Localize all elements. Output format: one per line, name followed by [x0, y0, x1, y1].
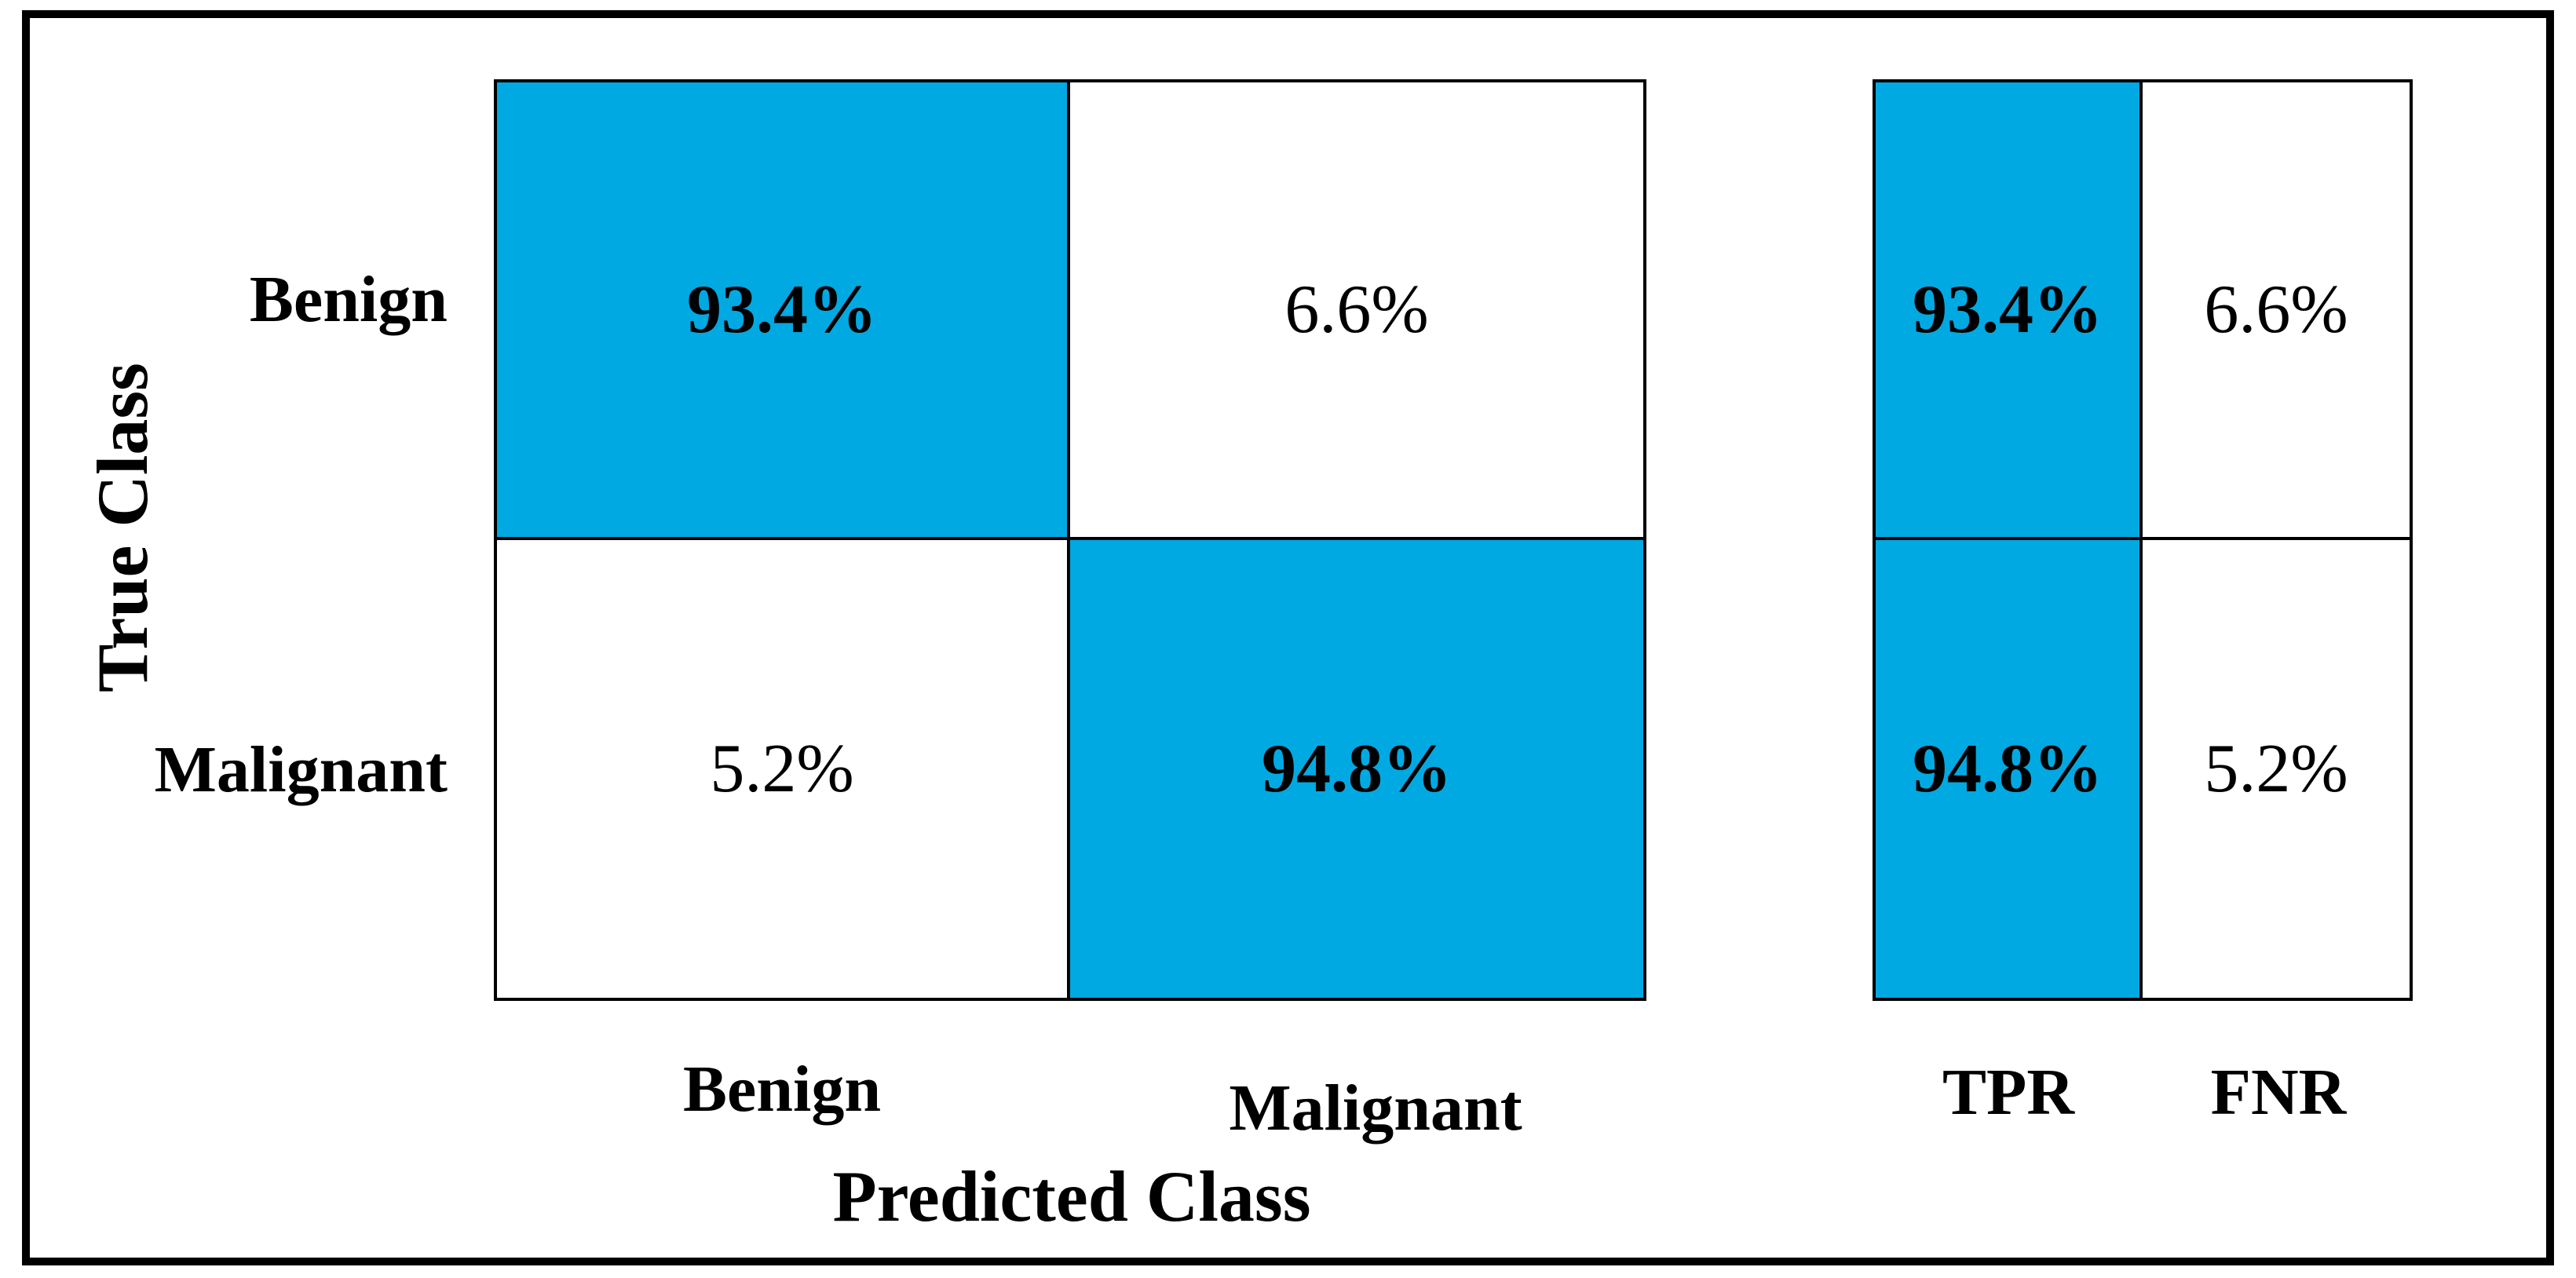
- tpr-fnr-panel: 93.4% 6.6% 94.8% 5.2%: [1873, 79, 2413, 1001]
- tpr-column-label: TPR: [1942, 1056, 2074, 1129]
- col-label-benign: Benign: [682, 1053, 882, 1126]
- tpr-cell-malignant: 94.8%: [1876, 540, 2143, 998]
- confusion-matrix-grid: 93.4% 6.6% 5.2% 94.8%: [494, 79, 1646, 1001]
- col-label-malignant: Malignant: [1229, 1072, 1522, 1145]
- matrix-cell-true-malignant-pred-malignant: 94.8%: [1070, 540, 1643, 998]
- matrix-cell-true-benign-pred-benign: 93.4%: [497, 82, 1070, 540]
- tpr-cell-benign: 93.4%: [1876, 82, 2143, 540]
- fnr-column-label: FNR: [2210, 1056, 2347, 1129]
- fnr-cell-benign: 6.6%: [2143, 82, 2410, 540]
- matrix-cell-true-malignant-pred-benign: 5.2%: [497, 540, 1070, 998]
- row-label-malignant: Malignant: [154, 733, 448, 806]
- x-axis-title: Predicted Class: [832, 1156, 1311, 1236]
- y-axis-title: True Class: [82, 363, 163, 692]
- row-label-benign: Benign: [249, 263, 448, 336]
- fnr-cell-malignant: 5.2%: [2143, 540, 2410, 998]
- matrix-cell-true-benign-pred-malignant: 6.6%: [1070, 82, 1643, 540]
